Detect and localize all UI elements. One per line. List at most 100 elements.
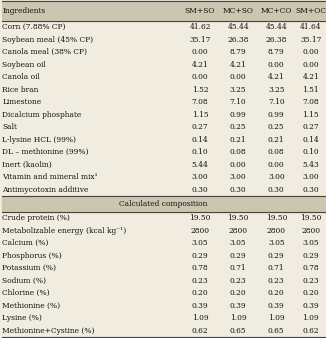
Text: 1.52: 1.52 bbox=[192, 86, 208, 94]
Text: Inert (kaolin): Inert (kaolin) bbox=[2, 161, 52, 169]
Text: 0.00: 0.00 bbox=[268, 161, 285, 169]
Text: Metabolizable energy (kcal kg⁻¹): Metabolizable energy (kcal kg⁻¹) bbox=[2, 227, 126, 235]
Text: Soybean oil: Soybean oil bbox=[2, 61, 46, 69]
Text: 2800: 2800 bbox=[229, 227, 248, 235]
Text: 3.00: 3.00 bbox=[192, 173, 208, 181]
Text: 1.09: 1.09 bbox=[192, 314, 208, 322]
Text: 0.99: 0.99 bbox=[230, 111, 246, 119]
Text: 0.29: 0.29 bbox=[268, 252, 285, 260]
Text: 3.00: 3.00 bbox=[230, 173, 246, 181]
Text: Calculated composition: Calculated composition bbox=[119, 200, 207, 208]
Text: 1.09: 1.09 bbox=[268, 314, 285, 322]
Text: 0.30: 0.30 bbox=[230, 186, 246, 194]
Text: 0.00: 0.00 bbox=[192, 48, 208, 56]
Text: 26.38: 26.38 bbox=[228, 36, 249, 44]
Text: 1.09: 1.09 bbox=[303, 314, 319, 322]
Text: 0.30: 0.30 bbox=[268, 186, 285, 194]
Text: 3.00: 3.00 bbox=[303, 173, 319, 181]
Text: Potassium (%): Potassium (%) bbox=[2, 264, 56, 272]
Text: 0.08: 0.08 bbox=[230, 148, 246, 156]
Text: 0.65: 0.65 bbox=[268, 327, 285, 335]
Text: 0.23: 0.23 bbox=[192, 277, 208, 285]
Text: 2800: 2800 bbox=[267, 227, 286, 235]
Text: 0.14: 0.14 bbox=[302, 136, 319, 144]
Text: Sodium (%): Sodium (%) bbox=[2, 277, 46, 285]
Text: 0.71: 0.71 bbox=[268, 264, 285, 272]
Text: 0.78: 0.78 bbox=[303, 264, 319, 272]
Text: 45.44: 45.44 bbox=[227, 23, 249, 31]
Text: 3.05: 3.05 bbox=[230, 239, 246, 247]
Text: 4.21: 4.21 bbox=[192, 61, 208, 69]
Text: SM+SO: SM+SO bbox=[185, 7, 215, 15]
Text: 0.23: 0.23 bbox=[268, 277, 285, 285]
Text: 4.21: 4.21 bbox=[230, 61, 246, 69]
Text: 41.62: 41.62 bbox=[189, 23, 211, 31]
Text: 0.00: 0.00 bbox=[268, 61, 285, 69]
Text: 3.05: 3.05 bbox=[268, 239, 285, 247]
Text: 0.20: 0.20 bbox=[192, 289, 208, 297]
Text: MC+CO: MC+CO bbox=[260, 7, 292, 15]
Text: Methionine+Cystine (%): Methionine+Cystine (%) bbox=[2, 327, 95, 335]
Text: 0.10: 0.10 bbox=[192, 148, 208, 156]
Text: 8.79: 8.79 bbox=[230, 48, 246, 56]
Text: 19.50: 19.50 bbox=[266, 214, 287, 222]
Text: 19.50: 19.50 bbox=[300, 214, 321, 222]
Text: 0.62: 0.62 bbox=[192, 327, 208, 335]
Text: 0.65: 0.65 bbox=[230, 327, 246, 335]
Text: 2800: 2800 bbox=[301, 227, 320, 235]
Text: Dicalcium phosphate: Dicalcium phosphate bbox=[2, 111, 82, 119]
Text: 0.10: 0.10 bbox=[303, 148, 319, 156]
Text: Vitamin and mineral mix¹: Vitamin and mineral mix¹ bbox=[2, 173, 98, 181]
Text: 0.27: 0.27 bbox=[192, 123, 208, 131]
Text: 35.17: 35.17 bbox=[300, 36, 321, 44]
Text: 0.23: 0.23 bbox=[230, 277, 246, 285]
Text: 0.20: 0.20 bbox=[230, 289, 246, 297]
Text: Soybean meal (45% CP): Soybean meal (45% CP) bbox=[2, 36, 94, 44]
Text: 0.08: 0.08 bbox=[268, 148, 285, 156]
Text: 1.51: 1.51 bbox=[303, 86, 319, 94]
Text: 0.00: 0.00 bbox=[230, 73, 246, 81]
Text: Crude protein (%): Crude protein (%) bbox=[2, 214, 70, 222]
Text: Canola meal (38% CP): Canola meal (38% CP) bbox=[2, 48, 87, 56]
Text: 35.17: 35.17 bbox=[189, 36, 211, 44]
Text: 4.21: 4.21 bbox=[302, 73, 319, 81]
Text: 0.00: 0.00 bbox=[230, 161, 246, 169]
Text: L-lysine HCL (99%): L-lysine HCL (99%) bbox=[2, 136, 76, 144]
Text: Lysine (%): Lysine (%) bbox=[2, 314, 42, 322]
Text: 0.23: 0.23 bbox=[303, 277, 319, 285]
Text: 0.29: 0.29 bbox=[230, 252, 246, 260]
Text: 3.25: 3.25 bbox=[230, 86, 246, 94]
Text: Phosphorus (%): Phosphorus (%) bbox=[2, 252, 62, 260]
Text: 0.62: 0.62 bbox=[303, 327, 319, 335]
Text: 0.39: 0.39 bbox=[268, 302, 285, 310]
Text: 0.99: 0.99 bbox=[268, 111, 285, 119]
Text: Corn (7.88% CP): Corn (7.88% CP) bbox=[2, 23, 66, 31]
Text: 0.00: 0.00 bbox=[192, 73, 208, 81]
Text: Calcium (%): Calcium (%) bbox=[2, 239, 49, 247]
Text: 0.39: 0.39 bbox=[303, 302, 319, 310]
Text: 41.64: 41.64 bbox=[300, 23, 321, 31]
Text: Antimycotoxin additive: Antimycotoxin additive bbox=[2, 186, 89, 194]
Text: 0.27: 0.27 bbox=[303, 123, 319, 131]
Text: 0.00: 0.00 bbox=[303, 48, 319, 56]
Text: 5.43: 5.43 bbox=[302, 161, 319, 169]
Text: 0.29: 0.29 bbox=[192, 252, 208, 260]
Text: 5.44: 5.44 bbox=[192, 161, 208, 169]
Text: SM+OC: SM+OC bbox=[295, 7, 326, 15]
Text: 8.79: 8.79 bbox=[268, 48, 285, 56]
Text: 19.50: 19.50 bbox=[189, 214, 211, 222]
Text: 26.38: 26.38 bbox=[266, 36, 287, 44]
Text: 2800: 2800 bbox=[190, 227, 210, 235]
Text: 1.09: 1.09 bbox=[230, 314, 246, 322]
Bar bbox=[2, 196, 325, 212]
Text: DL – methionine (99%): DL – methionine (99%) bbox=[2, 148, 89, 156]
Text: 4.21: 4.21 bbox=[268, 73, 285, 81]
Text: 1.15: 1.15 bbox=[303, 111, 319, 119]
Text: Salt: Salt bbox=[2, 123, 17, 131]
Text: Chlorine (%): Chlorine (%) bbox=[2, 289, 50, 297]
Text: 0.30: 0.30 bbox=[192, 186, 208, 194]
Text: 0.21: 0.21 bbox=[268, 136, 285, 144]
Text: 3.00: 3.00 bbox=[268, 173, 285, 181]
Text: 1.15: 1.15 bbox=[192, 111, 208, 119]
Text: Ingredients: Ingredients bbox=[2, 7, 46, 15]
